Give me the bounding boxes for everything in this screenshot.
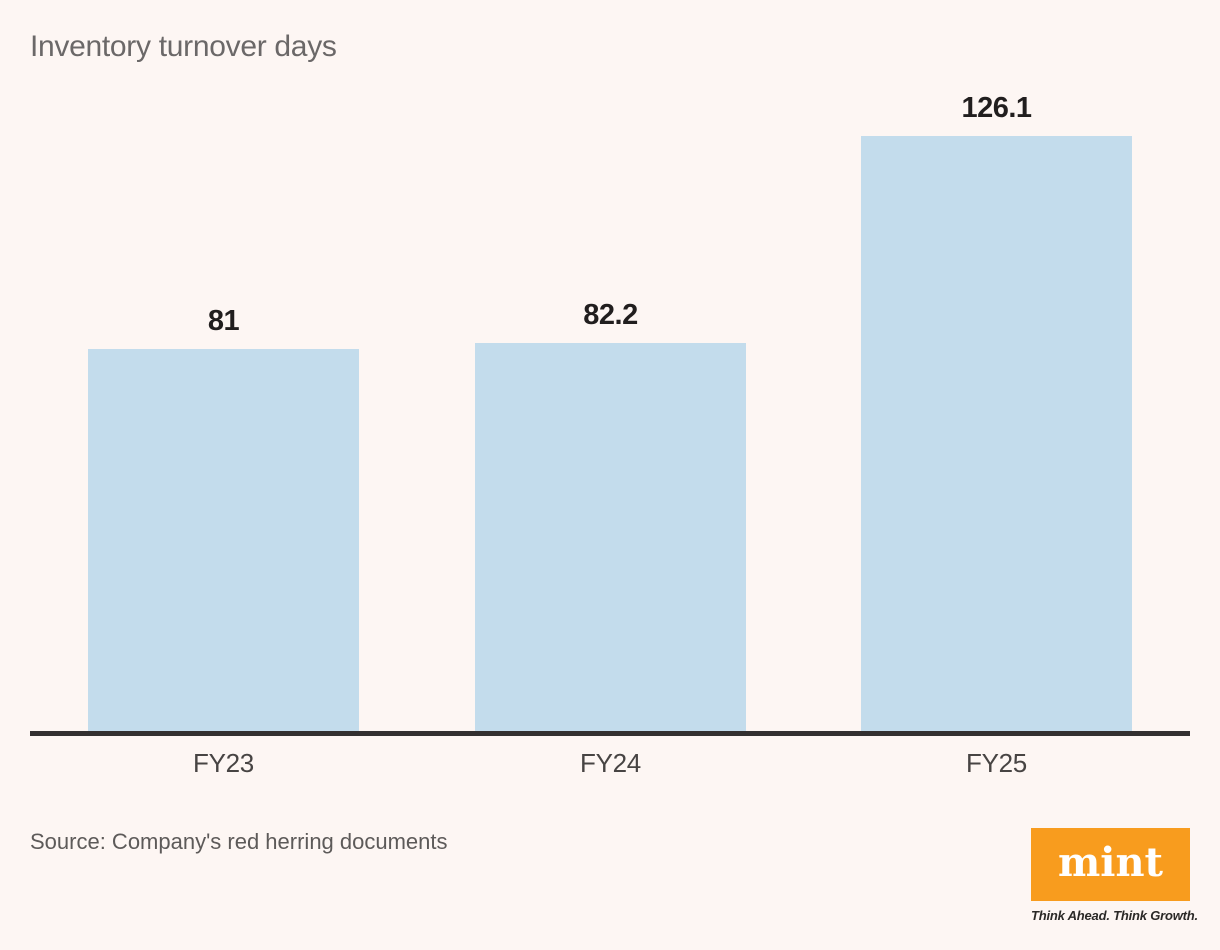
x-axis-line <box>30 731 1190 736</box>
bar-fy24 <box>475 343 746 731</box>
bar-fy23 <box>88 349 359 731</box>
mint-logo-tagline: Think Ahead. Think Growth. <box>1031 908 1198 923</box>
x-axis-label: FY24 <box>580 748 641 778</box>
bar-value-label: 81 <box>207 305 240 337</box>
bar-value-label: 82.2 <box>583 299 638 331</box>
bar-fy25 <box>861 136 1132 731</box>
x-axis-label: FY23 <box>193 748 254 778</box>
source-note: Source: Company's red herring documents <box>30 829 448 854</box>
chart-title: Inventory turnover days <box>30 30 337 63</box>
mint-logo: mint Think Ahead. Think Growth. <box>1031 828 1198 923</box>
mint-logo-text: mint <box>1057 838 1164 886</box>
bar-value-label: 126.1 <box>961 92 1032 124</box>
x-axis-label: FY25 <box>966 748 1027 778</box>
mint-logo-box: mint <box>1031 828 1190 901</box>
